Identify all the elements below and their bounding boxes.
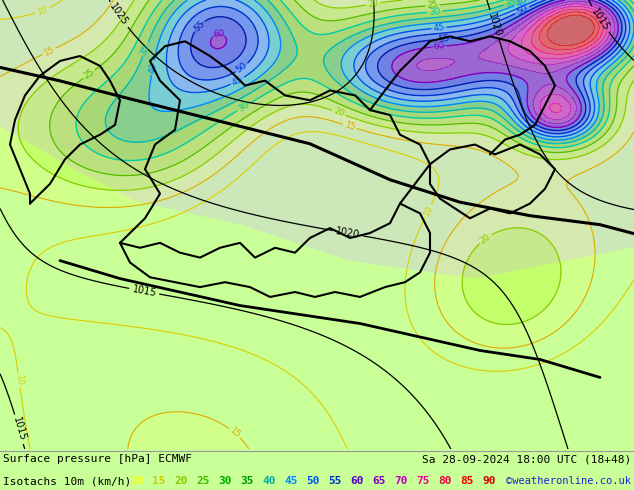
Text: 25: 25 bbox=[82, 68, 96, 81]
Text: 35: 35 bbox=[139, 42, 152, 56]
Text: 55: 55 bbox=[437, 34, 450, 44]
Text: 60: 60 bbox=[350, 476, 363, 486]
Text: 1020: 1020 bbox=[335, 226, 361, 240]
Text: 50: 50 bbox=[515, 4, 529, 17]
Text: 70: 70 bbox=[394, 476, 408, 486]
Text: 1015: 1015 bbox=[589, 6, 611, 32]
Text: 50: 50 bbox=[306, 476, 320, 486]
Text: 30: 30 bbox=[236, 100, 251, 114]
Text: 25: 25 bbox=[427, 0, 438, 10]
Text: 40: 40 bbox=[147, 61, 158, 74]
Text: 55: 55 bbox=[192, 19, 207, 33]
Text: 15: 15 bbox=[152, 476, 165, 486]
Text: 35: 35 bbox=[504, 0, 518, 9]
Text: 10: 10 bbox=[422, 205, 434, 218]
Text: 15: 15 bbox=[344, 121, 356, 132]
Text: 20: 20 bbox=[174, 476, 188, 486]
Text: 30: 30 bbox=[429, 7, 441, 17]
Text: 80: 80 bbox=[438, 476, 451, 486]
Text: 10: 10 bbox=[130, 476, 143, 486]
Text: 45: 45 bbox=[284, 476, 297, 486]
Text: 60: 60 bbox=[433, 42, 445, 51]
Text: 25: 25 bbox=[196, 476, 209, 486]
Text: 1025: 1025 bbox=[108, 2, 130, 28]
Text: 15: 15 bbox=[228, 426, 242, 440]
Text: 10: 10 bbox=[14, 374, 24, 386]
Text: 60: 60 bbox=[212, 29, 224, 39]
Text: 65: 65 bbox=[372, 476, 385, 486]
Text: 30: 30 bbox=[218, 476, 231, 486]
Text: 20: 20 bbox=[367, 0, 379, 9]
Text: Surface pressure [hPa] ECMWF: Surface pressure [hPa] ECMWF bbox=[3, 455, 192, 465]
Text: 10: 10 bbox=[36, 4, 49, 17]
Text: Isotachs 10m (km/h): Isotachs 10m (km/h) bbox=[3, 476, 138, 486]
Polygon shape bbox=[0, 0, 634, 279]
Text: 45: 45 bbox=[433, 23, 445, 33]
Text: 1015: 1015 bbox=[11, 416, 27, 442]
Text: 45: 45 bbox=[230, 74, 245, 88]
Text: 85: 85 bbox=[460, 476, 474, 486]
Text: 40: 40 bbox=[515, 0, 529, 9]
Text: 35: 35 bbox=[240, 476, 254, 486]
Text: 55: 55 bbox=[328, 476, 342, 486]
Text: 1020: 1020 bbox=[486, 11, 503, 38]
Text: Sa 28-09-2024 18:00 UTC (18+48): Sa 28-09-2024 18:00 UTC (18+48) bbox=[422, 455, 631, 465]
Text: 90: 90 bbox=[482, 476, 496, 486]
Text: 20: 20 bbox=[332, 107, 345, 119]
Text: 40: 40 bbox=[262, 476, 276, 486]
Text: 20: 20 bbox=[479, 232, 493, 245]
Text: 50: 50 bbox=[235, 61, 249, 75]
Text: 75: 75 bbox=[416, 476, 429, 486]
Text: 1015: 1015 bbox=[131, 284, 157, 298]
Text: ©weatheronline.co.uk: ©weatheronline.co.uk bbox=[506, 476, 631, 486]
Text: 15: 15 bbox=[42, 45, 56, 58]
